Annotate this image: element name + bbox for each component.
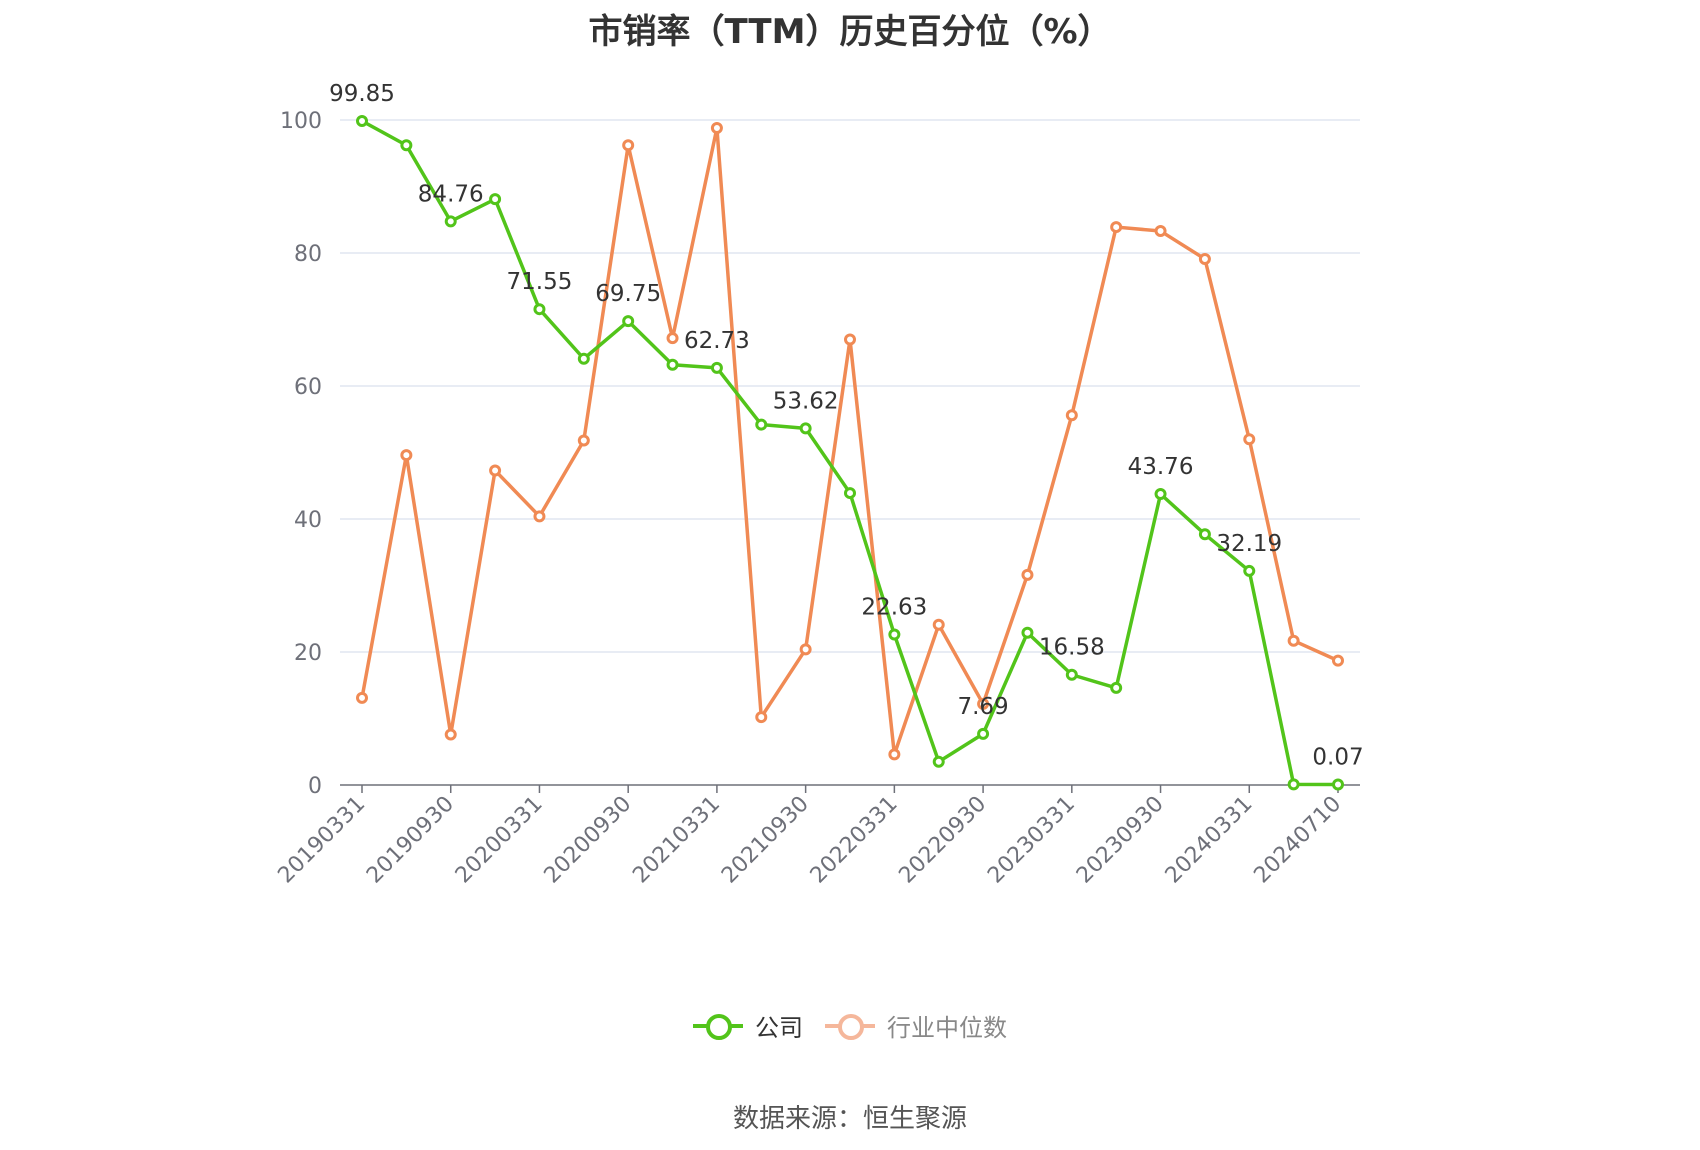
data-point-company	[489, 193, 502, 206]
data-point-industry	[400, 449, 413, 462]
data-label: 53.62	[773, 388, 839, 414]
data-point-company	[356, 114, 368, 127]
data-labels: 99.85 84.76 71.55 69.75 62.73 53.62 22.63 7.69 1…	[329, 81, 1364, 771]
y-tick-label: 40	[294, 508, 322, 533]
x-tick-label: 20220331	[806, 792, 903, 889]
legend-company-icon	[693, 1012, 743, 1040]
x-tick-label: 20190930	[362, 792, 459, 889]
data-point-industry	[622, 139, 635, 152]
legend-item-company[interactable]: 公司	[693, 1008, 803, 1043]
data-point-company	[844, 487, 856, 500]
data-point-industry	[977, 697, 990, 710]
data-point-company	[755, 418, 768, 431]
data-point-company	[710, 361, 723, 374]
data-point-company	[577, 352, 590, 365]
data-point-company	[1065, 668, 1078, 681]
data-point-industry	[577, 434, 590, 447]
data-point-industry	[356, 691, 368, 704]
legend-company-label: 公司	[755, 1014, 803, 1042]
x-tick-label: 20220930	[894, 792, 991, 889]
data-point-industry	[755, 711, 768, 724]
data-point-industry	[489, 464, 502, 477]
y-tick-label: 60	[294, 375, 322, 400]
y-tick-label: 20	[294, 641, 322, 666]
data-point-company	[977, 727, 990, 740]
legend-item-industry[interactable]: 行业中位数	[825, 1008, 1007, 1043]
data-point-industry	[710, 121, 723, 134]
line-chart: 0 20 40 60 80 100 2019033120190930202003312020…	[273, 81, 1364, 888]
data-source: 数据来源：恒生聚源	[732, 1104, 967, 1134]
series	[356, 114, 1344, 791]
data-point-company	[888, 628, 901, 641]
x-tick-label: 20240710	[1249, 792, 1346, 889]
chart-title: 市销率（TTM）历史百分位（%）	[588, 12, 1112, 52]
data-point-industry	[1110, 221, 1123, 234]
data-label: 7.69	[957, 694, 1008, 720]
data-point-company	[400, 139, 413, 152]
data-point-industry	[1287, 634, 1300, 647]
data-point-company	[932, 755, 945, 768]
legend-industry-label: 行业中位数	[887, 1014, 1007, 1042]
x-tick-label: 20190331	[273, 792, 370, 889]
data-point-industry	[799, 643, 812, 656]
data-label: 71.55	[507, 269, 573, 295]
data-point-company	[1332, 778, 1344, 791]
legend: 公司 行业中位数	[0, 1008, 1700, 1043]
y-tick-label: 80	[294, 242, 322, 267]
legend-industry-icon	[825, 1012, 875, 1040]
x-tick-label: 20240331	[1161, 792, 1258, 889]
data-label: 22.63	[861, 595, 927, 621]
data-point-company	[1287, 778, 1300, 791]
data-label: 0.07	[1312, 745, 1363, 771]
data-point-industry	[888, 748, 901, 761]
data-point-industry	[1332, 654, 1344, 667]
data-point-company	[1154, 487, 1167, 500]
data-point-company	[1021, 626, 1034, 639]
data-point-industry	[1065, 409, 1078, 422]
series-line-company	[361, 119, 1339, 787]
y-tick-label: 0	[308, 774, 322, 799]
x-tick-label: 20230930	[1072, 792, 1169, 889]
x-tick-label: 20210930	[717, 792, 814, 889]
data-point-company	[444, 215, 457, 228]
data-point-industry	[444, 728, 457, 741]
x-tick-label: 20200331	[451, 792, 548, 889]
data-point-industry	[533, 510, 546, 523]
axes: 0 20 40 60 80 100 2019033120190930202003312020…	[273, 109, 1360, 888]
x-tick-label: 20210331	[628, 792, 725, 889]
grid-lines	[340, 119, 1360, 653]
data-label: 32.19	[1216, 531, 1282, 557]
data-point-company	[533, 303, 546, 316]
data-label: 69.75	[595, 281, 661, 307]
data-point-industry	[666, 332, 679, 345]
x-tick-label: 20230331	[983, 792, 1080, 889]
data-point-company	[1110, 681, 1123, 694]
data-point-industry	[1198, 252, 1211, 265]
data-label: 16.58	[1039, 635, 1105, 661]
data-label: 43.76	[1128, 454, 1194, 480]
data-point-industry	[932, 618, 945, 631]
data-point-company	[799, 422, 812, 435]
data-point-company	[622, 315, 635, 328]
x-tick-label: 20200930	[540, 792, 637, 889]
data-point-industry	[844, 333, 856, 346]
data-point-industry	[1154, 225, 1167, 238]
y-tick-label: 100	[280, 109, 322, 134]
data-label: 62.73	[684, 328, 750, 354]
series-line-industry	[360, 126, 1339, 757]
data-point-industry	[1021, 568, 1034, 581]
data-point-industry	[1243, 433, 1256, 446]
data-label: 99.85	[329, 81, 395, 107]
data-point-company	[1243, 564, 1256, 577]
data-point-company	[1198, 528, 1211, 541]
data-point-company	[666, 358, 679, 371]
data-label: 84.76	[418, 181, 484, 207]
